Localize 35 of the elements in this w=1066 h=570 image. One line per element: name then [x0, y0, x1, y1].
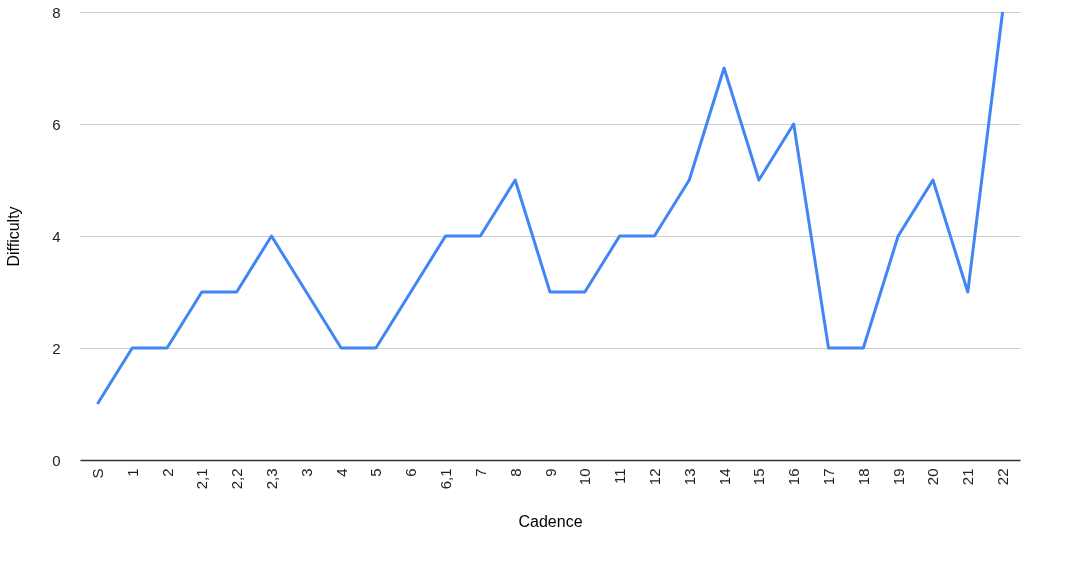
- x-tick-label: 3: [297, 468, 315, 477]
- x-tick-label: 16: [785, 468, 803, 486]
- line-series: [95, 10, 1005, 406]
- y-tick-label: 8: [52, 3, 61, 21]
- x-tick-label: 14: [715, 468, 733, 486]
- x-tick-label: 18: [854, 468, 872, 486]
- x-tick-label: 20: [924, 468, 942, 486]
- x-tick-label: 6,1: [437, 468, 455, 490]
- y-axis-title: Difficulty: [5, 206, 23, 267]
- x-tick-label: 10: [576, 468, 594, 486]
- y-tick-label: 2: [52, 339, 61, 357]
- x-tick-label: 21: [959, 468, 977, 486]
- x-tick-label: 8: [506, 468, 524, 477]
- x-tick-label: 5: [367, 468, 385, 477]
- x-tick-label: 15: [750, 468, 768, 486]
- x-tick-label: 2,2: [228, 468, 246, 490]
- x-tick-label: S: [88, 468, 106, 479]
- y-tick-label: 4: [52, 227, 61, 245]
- y-tick-label: 0: [52, 451, 61, 469]
- x-tick-label: 2: [158, 468, 176, 477]
- x-tick-label: 7: [471, 468, 489, 477]
- x-tick-label: 13: [680, 468, 698, 486]
- x-tick-label: 22: [994, 468, 1012, 486]
- x-tick-label: 4: [332, 468, 350, 477]
- x-tick-label: 1: [123, 468, 141, 477]
- x-tick-label: 9: [541, 468, 559, 477]
- x-tick-label: 19: [889, 468, 907, 486]
- x-tick-label: 6: [402, 468, 420, 477]
- x-axis-title: Cadence: [518, 513, 583, 531]
- x-tick-label: 12: [645, 468, 663, 486]
- x-tick-label: 11: [611, 468, 629, 485]
- y-tick-label: 6: [52, 115, 61, 133]
- x-tick-label: 2,1: [193, 468, 211, 490]
- x-tick-label: 2,3: [262, 468, 280, 490]
- x-tick-label: 17: [820, 468, 838, 486]
